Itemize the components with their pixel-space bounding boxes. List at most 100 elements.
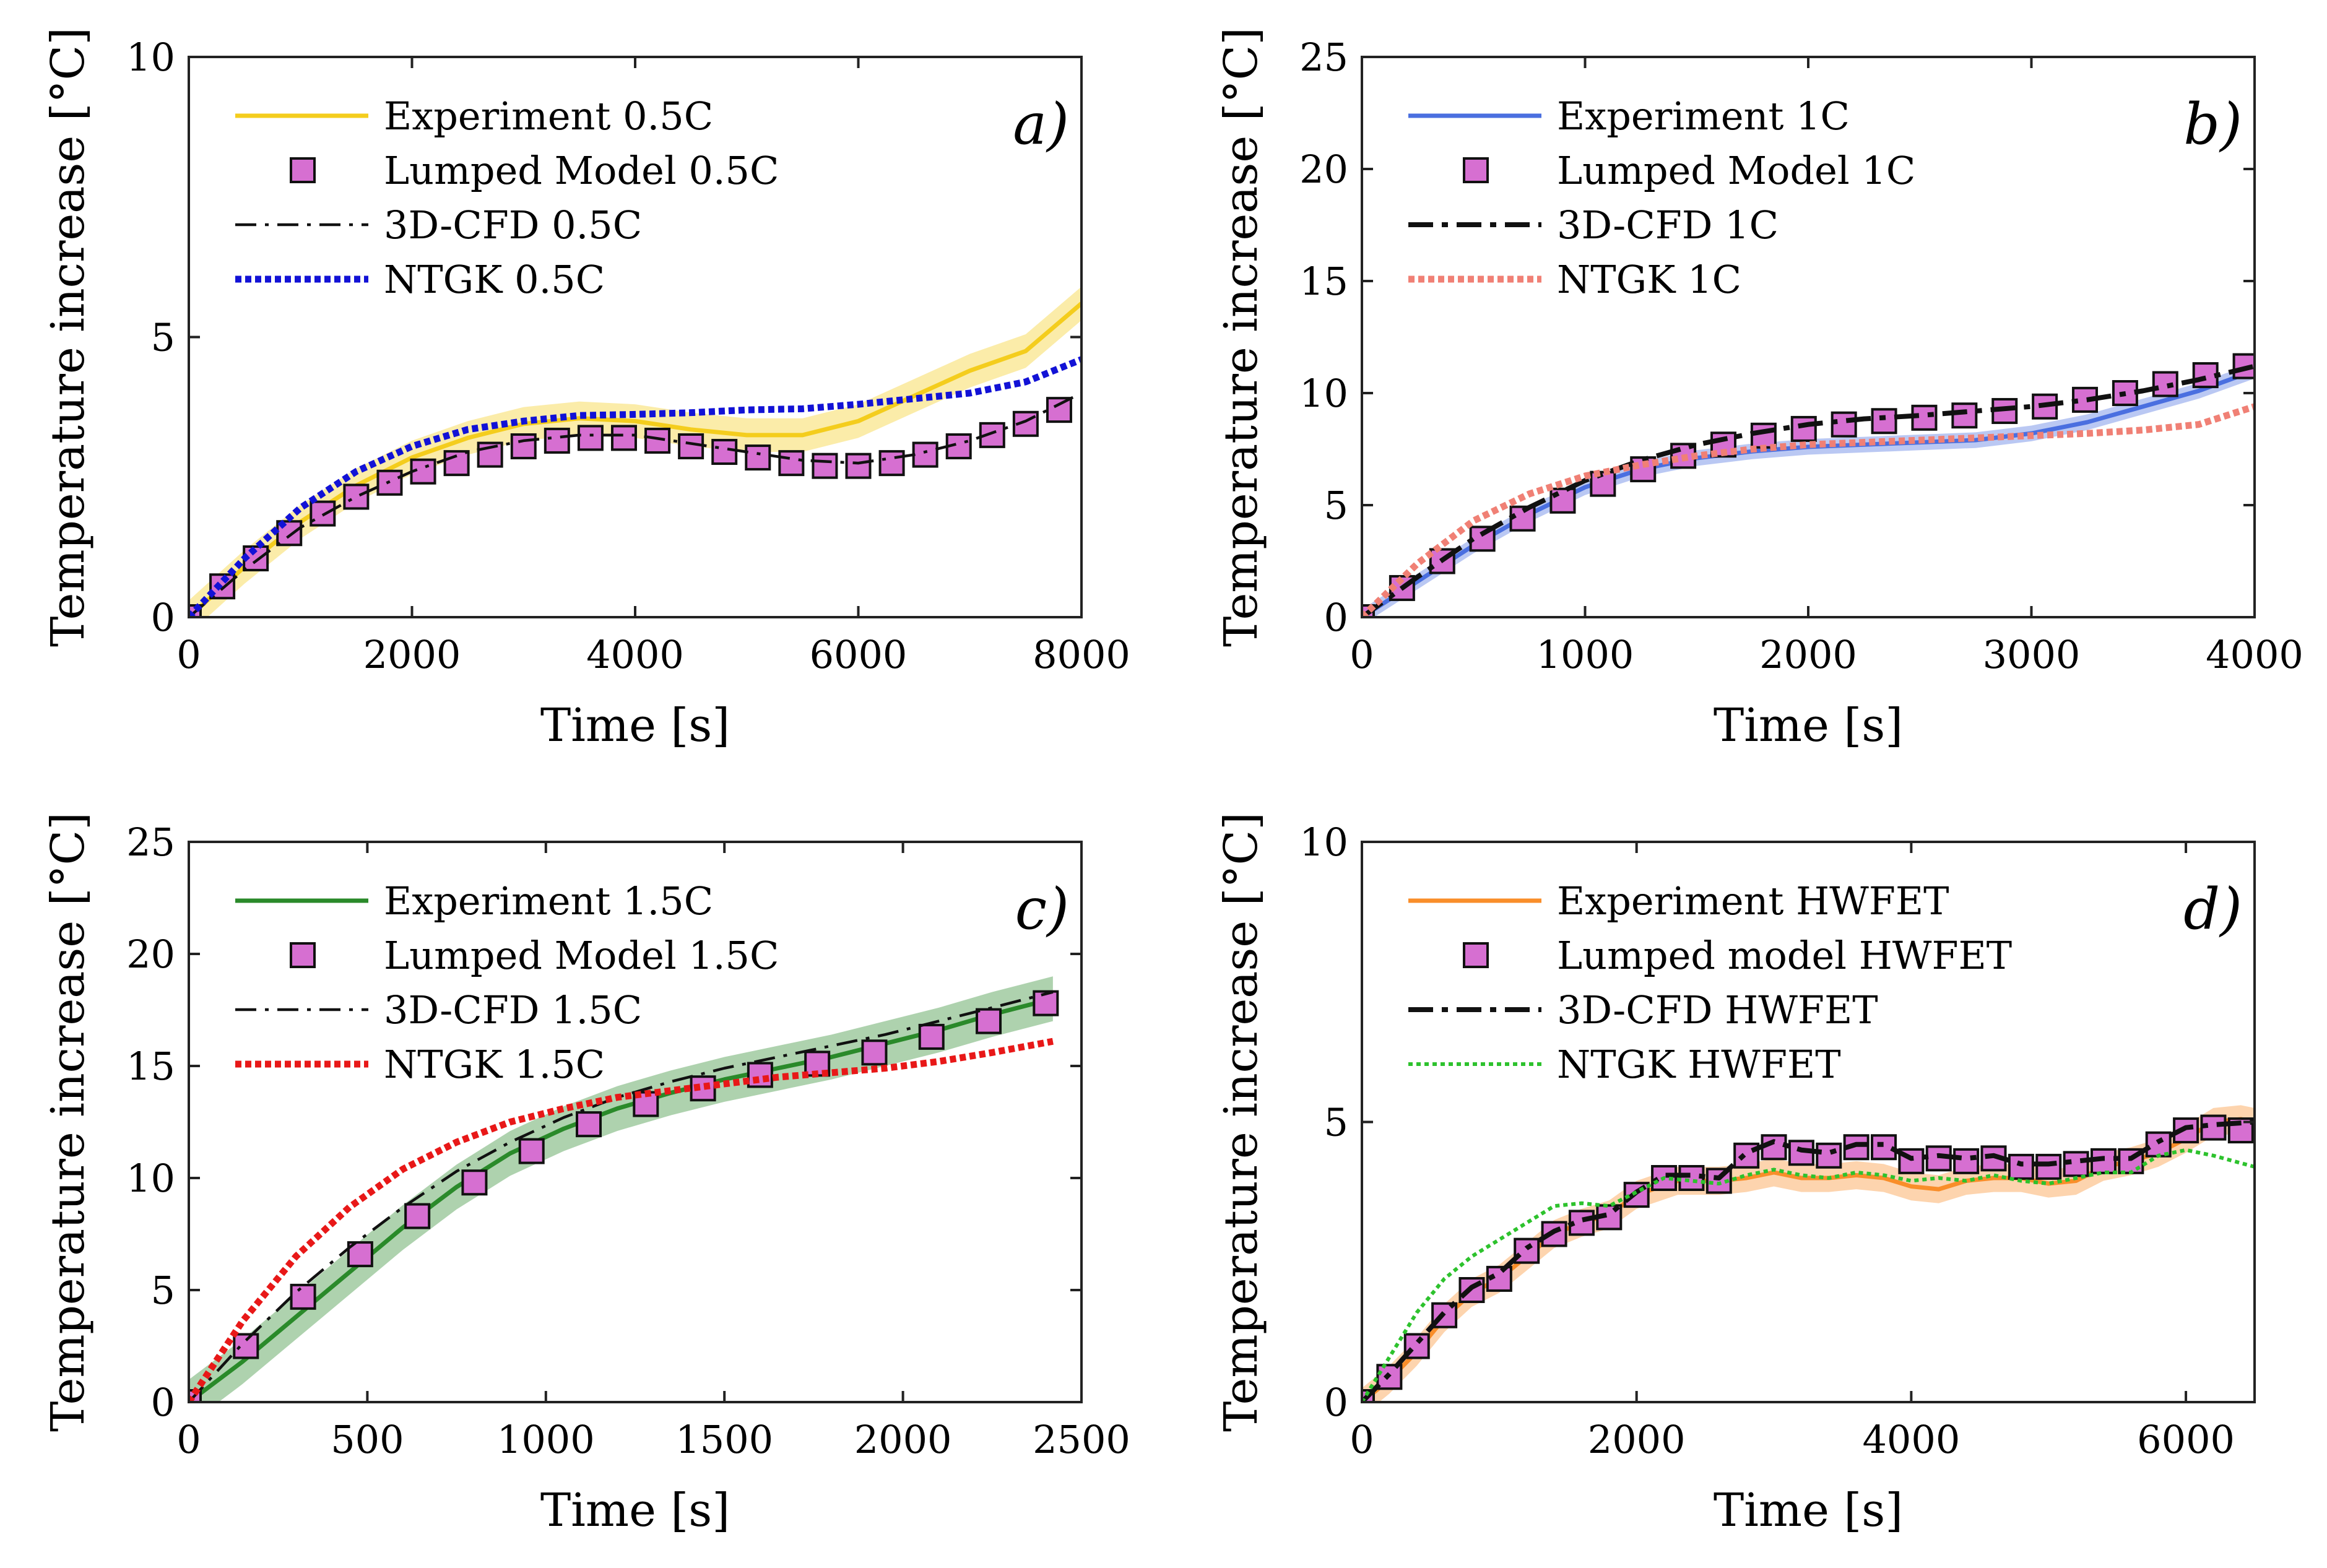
y-axis-label: Temperature increase [°C] [1215,27,1268,647]
marker-lumped-model-hwfet [2008,1153,2034,1180]
legend-label: 3D-CFD HWFET [1557,987,1878,1033]
marker-lumped-model-0-5c [644,427,671,454]
panel-tag: d) [2183,876,2242,942]
x-tick-label: 500 [331,1417,404,1462]
legend-item: 3D-CFD 1C [1408,202,1779,248]
legend-item: NTGK 0.5C [235,257,605,302]
line-3d-cfd-hwfet [1362,1119,2255,1402]
y-tick-label: 10 [126,1156,175,1201]
marker-lumped-model-1-5c [404,1203,431,1229]
y-axis-label: Temperature increase [°C] [41,812,95,1432]
legend-label: Lumped Model 1.5C [384,933,779,978]
x-tick-label: 6000 [810,632,908,677]
marker-lumped-model-1-5c [576,1111,602,1138]
marker-lumped-model-0-5c [878,450,905,477]
x-tick-label: 4000 [2206,632,2303,677]
legend-item: 3D-CFD 1.5C [235,987,642,1033]
x-tick-label: 3000 [1983,632,2081,677]
legend-marker [1463,157,1489,183]
x-tick-label: 2000 [363,632,461,677]
legend-label: NTGK 1.5C [384,1042,605,1087]
marker-lumped-model-1-5c [1033,990,1059,1016]
x-tick-label: 2500 [1033,1417,1130,1462]
x-axis-label: Time [s] [540,1484,730,1537]
legend-item: NTGK 1.5C [235,1042,605,1087]
panel-tag: b) [2183,91,2242,157]
y-tick-label: 10 [1299,820,1348,865]
line-3d-cfd-1c [1362,363,2255,617]
legend-label: NTGK 0.5C [384,257,605,302]
legend-item: Lumped Model 0.5C [290,148,779,193]
panel-tag: c) [1015,876,1069,942]
marker-lumped-model-0-5c [544,427,570,454]
x-tick-label: 4000 [1862,1417,1960,1462]
line-experiment-1-5c [189,997,1054,1402]
x-tick-label: 2000 [854,1417,952,1462]
line-3d-cfd-0-5c [189,391,1081,617]
y-tick-label: 10 [126,35,175,80]
marker-lumped-model-0-5c [778,450,805,477]
marker-lumped-model-1c [1790,415,1817,442]
y-tick-label: 0 [1324,595,1348,640]
plot-area [189,287,1081,617]
y-tick-label: 5 [1324,1100,1348,1145]
marker-lumped-model-1-5c [747,1062,773,1088]
legend-item: Lumped Model 1.5C [290,933,779,978]
legend-label: Experiment 0.5C [384,93,713,139]
legend-item: NTGK HWFET [1408,1042,1841,1087]
x-axis-label: Time [s] [540,699,730,752]
panel-tag: a) [1013,91,1069,157]
y-tick-label: 0 [151,595,175,640]
axes-frame [1361,841,2256,1403]
marker-lumped-model-0-5c [912,441,938,468]
legend-label: 3D-CFD 0.5C [384,202,642,248]
marker-lumped-model-1-5c [861,1039,888,1066]
marker-lumped-model-1-5c [518,1138,545,1164]
marker-lumped-model-0-5c [1046,397,1072,423]
y-tick-label: 20 [126,932,175,977]
marker-lumped-model-1c [2152,371,2178,397]
legend-label: 3D-CFD 1.5C [384,987,642,1033]
marker-lumped-model-1c [1750,422,1777,449]
marker-lumped-model-hwfet [1514,1237,1540,1264]
legend-item: 3D-CFD HWFET [1408,987,1878,1033]
chart-panel-1: 0 2000 4000 6000 8000 0 5 10 Time [s] Temperature… [41,27,1130,752]
x-tick-label: 8000 [1033,632,1130,677]
legend-marker [290,157,316,183]
legend-item: Experiment 1.5C [235,878,713,924]
y-tick-label: 0 [151,1380,175,1425]
marker-lumped-model-hwfet [2063,1151,2089,1177]
marker-lumped-model-1c [1871,408,1897,435]
y-tick-label: 10 [1299,371,1348,416]
marker-lumped-model-0-5c [510,433,537,459]
legend-item: Experiment HWFET [1408,878,1949,924]
marker-lumped-model-1c [2032,393,2058,420]
marker-lumped-model-0-5c [610,425,637,451]
legend-label: NTGK HWFET [1557,1042,1841,1087]
chart-panel-4: 0 2000 4000 6000 0 5 10 Time [s] Temperature inc… [1215,812,2256,1537]
legend-label: Lumped Model 0.5C [384,148,779,193]
y-tick-label: 0 [1324,1380,1348,1425]
x-tick-label: 4000 [586,632,684,677]
marker-lumped-model-0-5c [678,433,704,459]
legend-label: Experiment 1C [1557,93,1850,139]
legend: Experiment HWFET Lumped model HWFET 3D-CFD… [1408,878,2012,1087]
x-tick-label: 0 [1350,1417,1374,1462]
line-3d-cfd-1-5c [189,990,1054,1402]
marker-lumped-model-hwfet [2035,1153,2062,1180]
chart-panel-3: 0 500 1000 1500 2000 2500 0 5 10 15 20 25 Time [s] Te… [41,812,1130,1537]
y-axis-label: Temperature increase [°C] [1215,812,1268,1432]
legend-item: Lumped model HWFET [1463,933,2012,978]
marker-lumped-model-1c [1549,487,1576,514]
marker-lumped-model-hwfet [1871,1134,1897,1161]
y-tick-label: 15 [1299,259,1348,304]
y-tick-label: 15 [126,1044,175,1089]
marker-lumped-model-1c [2192,362,2219,389]
x-tick-label: 1000 [497,1417,595,1462]
y-tick-label: 25 [1299,35,1348,80]
line-ntgk-1c [1362,403,2255,617]
chart-panel-2: 0 1000 2000 3000 4000 0 5 10 15 20 25 Time [s] Tempe… [1215,27,2303,752]
band-experiment-1-5c [189,976,1053,1402]
line-ntgk-hwfet [1362,1148,2255,1402]
legend-item: Lumped Model 1C [1463,148,1915,193]
